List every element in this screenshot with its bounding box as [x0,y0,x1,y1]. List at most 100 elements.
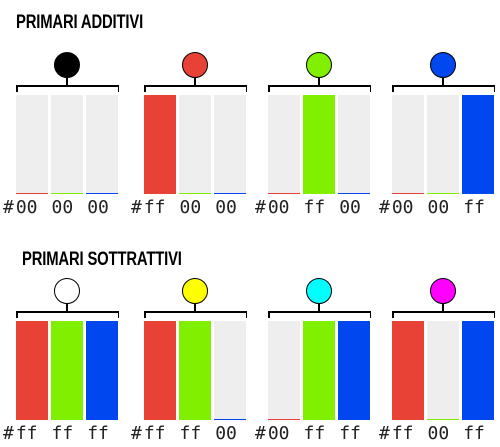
subtractive-primaries-title: PRIMARI SOTTRATTIVI [22,249,182,270]
channel-red-bar [16,192,48,194]
hex-prefix: # [379,423,390,444]
brace-end-left [268,311,270,318]
hex-blue-byte: ff [87,423,109,444]
brace-stem [442,304,444,312]
channel-blue-bar [214,418,246,420]
hex-prefix: # [255,423,266,444]
channel-red-bar [16,321,48,420]
brace-line [16,311,119,313]
brace-stem [66,304,68,312]
channel-blue-track [214,95,246,194]
hex-red-byte: 00 [267,423,290,444]
hex-red-byte: ff [143,423,166,444]
brace-stem [442,78,444,86]
channel-blue-track [338,95,370,194]
hex-green-byte: 00 [427,197,450,218]
channel-red-track [392,95,424,194]
brace-stem [66,78,68,86]
hex-green-byte: ff [51,423,74,444]
channel-green-bar [427,418,459,420]
channel-blue-track [86,95,118,194]
hex-red-byte: 00 [267,197,290,218]
hex-code-label: # ff ff 00 [131,424,237,444]
color-swatch [430,278,456,304]
color-swatch [306,52,332,78]
channel-blue-bar [462,321,494,420]
brace-end-left [392,311,394,318]
channel-red-bar [268,418,300,420]
channel-blue-bar [86,192,118,194]
channel-red-track [268,95,300,194]
hex-blue-byte: ff [339,423,361,444]
channel-green-bar [179,321,211,420]
hex-blue-byte: 00 [215,197,237,218]
color-swatch [54,52,80,78]
channel-blue-bar [338,192,370,194]
hex-blue-byte: ff [463,197,485,218]
hex-blue-byte: ff [463,423,485,444]
channel-blue-bar [214,192,246,194]
channel-blue-bar [462,95,494,194]
channel-red-track [268,321,300,420]
brace-end-right [369,311,371,318]
hex-red-byte: ff [15,423,38,444]
brace-end-left [16,85,18,92]
hex-green-byte: ff [179,423,202,444]
brace-stem [318,78,320,86]
color-swatch [182,278,208,304]
brace-end-right [245,85,247,92]
hex-code-label: #00 00 ff [379,198,485,218]
brace-end-left [144,85,146,92]
hex-code-label: #00 ff ff [255,424,361,444]
channel-green-track [179,95,211,194]
brace-stem [318,304,320,312]
channel-green-bar [51,321,83,420]
brace-line [144,311,247,313]
hex-green-byte: 00 [51,197,74,218]
hex-prefix: # [3,197,14,218]
brace-end-right [493,311,495,318]
hex-blue-byte: 00 [215,423,237,444]
brace-end-left [268,85,270,92]
hex-red-byte: 00 [15,197,38,218]
hex-prefix: # [3,423,14,444]
hex-prefix: # [379,197,390,218]
brace-line [144,85,247,87]
color-swatch [54,278,80,304]
hex-green-byte: ff [303,197,326,218]
brace-stem [194,304,196,312]
hex-code-label: # ff ff ff [3,424,109,444]
color-swatch [182,52,208,78]
channel-red-bar [268,192,300,194]
brace-line [268,311,371,313]
channel-green-track [427,321,459,420]
brace-stem [194,78,196,86]
brace-end-right [117,311,119,318]
hex-code-label: # ff 00 ff [379,424,485,444]
brace-line [392,85,495,87]
channel-green-track [427,95,459,194]
hex-red-byte: ff [391,423,414,444]
brace-end-right [117,85,119,92]
hex-green-byte: 00 [179,197,202,218]
hex-code-label: #00 ff 00 [255,198,361,218]
brace-end-right [369,85,371,92]
channel-red-track [16,95,48,194]
channel-red-bar [144,95,176,194]
channel-green-track [51,95,83,194]
brace-end-left [392,85,394,92]
additive-primaries-title: PRIMARI ADDITIVI [16,12,144,33]
hex-code-label: #00 00 00 [3,198,109,218]
hex-green-byte: ff [303,423,326,444]
hex-prefix: # [131,423,142,444]
channel-red-bar [392,192,424,194]
channel-green-bar [179,192,211,194]
hex-code-label: # ff 00 00 [131,198,237,218]
hex-blue-byte: 00 [339,197,361,218]
channel-blue-bar [86,321,118,420]
brace-end-right [493,85,495,92]
channel-green-bar [303,321,335,420]
brace-line [392,311,495,313]
hex-blue-byte: 00 [87,197,109,218]
